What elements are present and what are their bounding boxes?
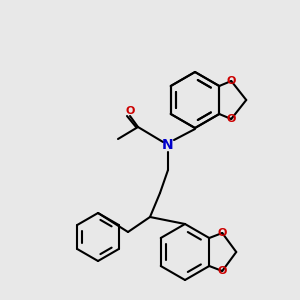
Text: O: O <box>226 114 236 124</box>
Text: O: O <box>226 76 236 86</box>
Text: N: N <box>162 138 174 152</box>
Text: O: O <box>218 228 227 238</box>
Text: O: O <box>218 266 227 276</box>
Text: O: O <box>125 106 135 116</box>
